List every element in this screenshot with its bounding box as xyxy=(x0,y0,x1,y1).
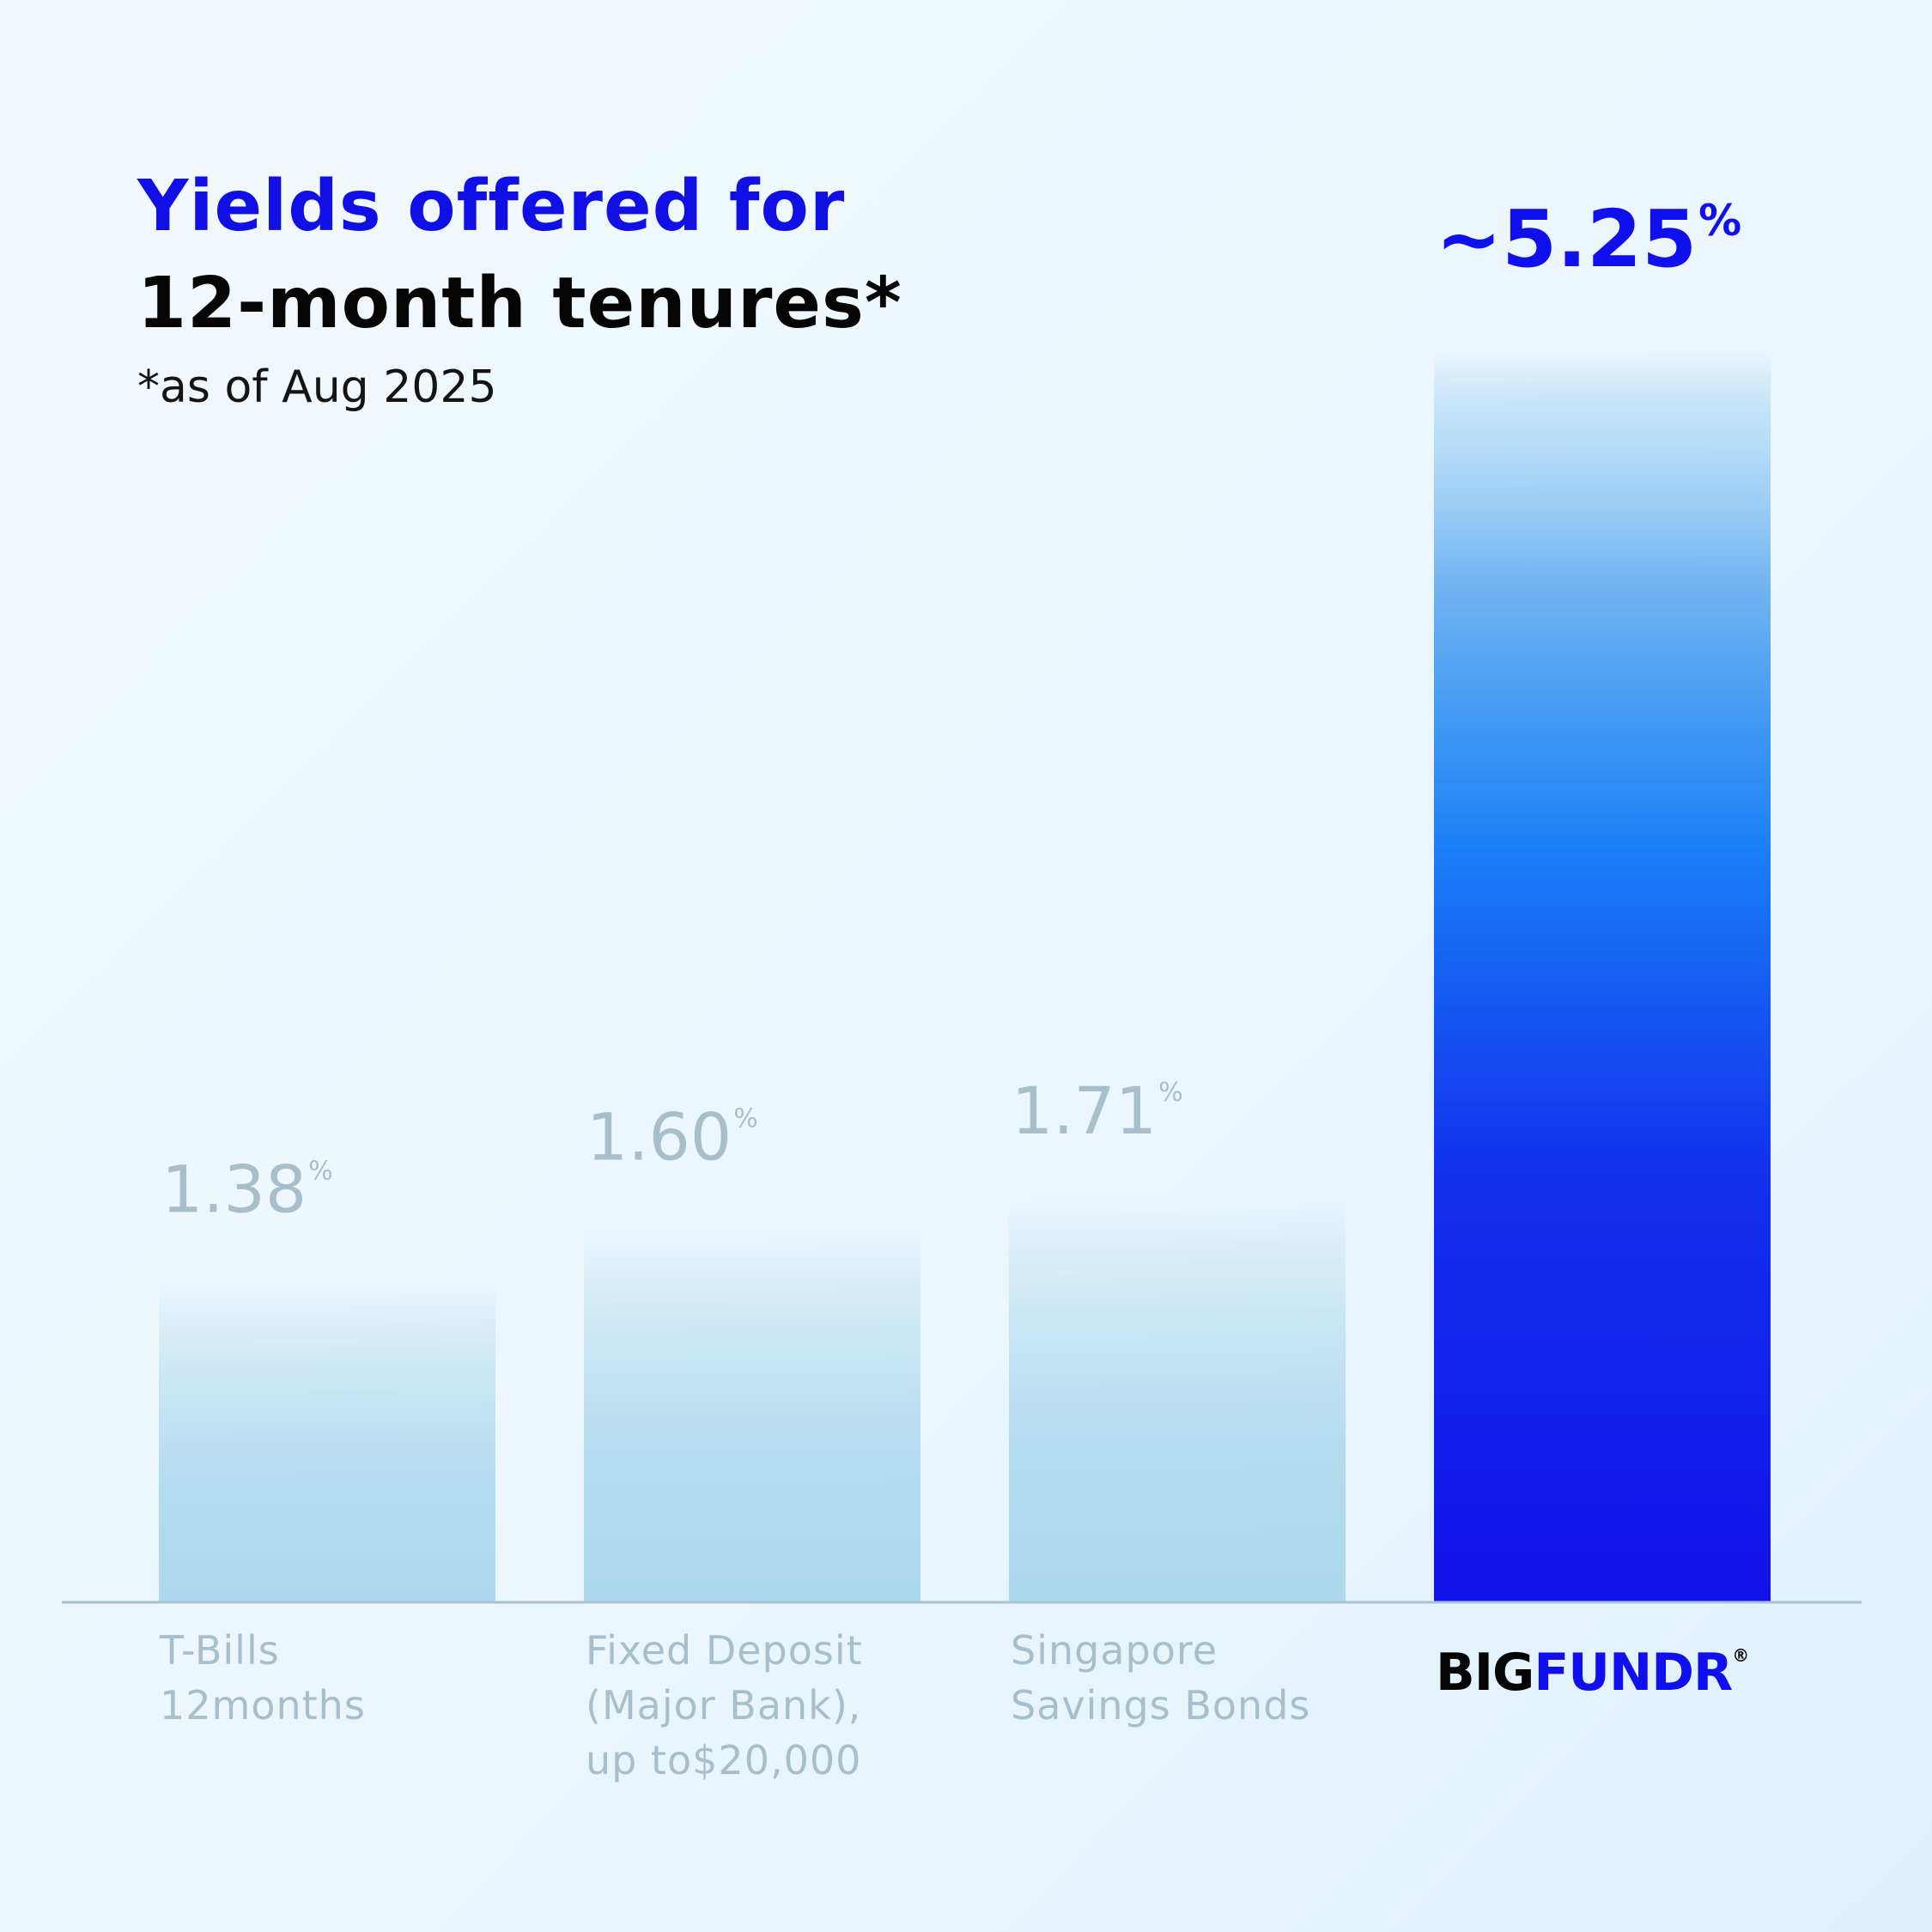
category-label-line-3: up to$20,000 xyxy=(586,1737,862,1783)
logo-part-1: BIG xyxy=(1436,1643,1534,1703)
value-label-bigfundr: ~5.25% xyxy=(1436,193,1741,285)
value-number: ~5.25 xyxy=(1436,193,1697,285)
category-label-line-2: 12months xyxy=(160,1682,366,1728)
bars-layer xyxy=(159,352,1771,1602)
value-label-fixed-deposit: 1.60% xyxy=(586,1098,758,1175)
value-number: 1.38 xyxy=(161,1151,307,1227)
chart-title-line-1: Yields offered for xyxy=(137,166,846,247)
category-label-line-1: Singapore xyxy=(1011,1627,1218,1674)
logo-part-2: FUNDR xyxy=(1534,1643,1733,1703)
category-label-line-2: (Major Bank), xyxy=(586,1682,862,1728)
category-label-line-2: Savings Bonds xyxy=(1011,1682,1311,1728)
chart-subtitle: *as of Aug 2025 xyxy=(137,361,497,413)
value-labels-layer: 1.38% 1.60% 1.71%~5.25% xyxy=(161,193,1741,1227)
bar-fixed-deposit xyxy=(584,1221,920,1602)
value-unit: % xyxy=(1158,1078,1183,1108)
bigfundr-logo: BIGFUNDR® xyxy=(1436,1645,1749,1698)
category-label-line-1: T-Bills xyxy=(160,1627,280,1674)
logo-registered-mark: ® xyxy=(1732,1645,1749,1666)
category-label-t-bills: T-Bills 12months xyxy=(160,1623,366,1733)
category-label-singapore-savings-bonds: Singapore Savings Bonds xyxy=(1011,1623,1310,1733)
value-number: 1.71 xyxy=(1012,1072,1157,1149)
bar-singapore xyxy=(1009,1194,1346,1602)
value-label-singapore: 1.71% xyxy=(1012,1072,1183,1149)
value-unit: % xyxy=(1698,196,1741,246)
bar-t-bills xyxy=(159,1273,495,1602)
category-label-line-1: Fixed Deposit xyxy=(586,1627,863,1674)
category-label-fixed-deposit: Fixed Deposit (Major Bank), up to$20,000 xyxy=(586,1623,863,1788)
chart-title-line-2: 12-month tenures* xyxy=(137,263,902,344)
value-unit: % xyxy=(308,1156,333,1186)
value-label-t-bills: 1.38% xyxy=(161,1151,333,1227)
value-unit: % xyxy=(733,1103,758,1133)
value-number: 1.60 xyxy=(586,1098,732,1175)
bar-bigfundr xyxy=(1434,352,1771,1602)
